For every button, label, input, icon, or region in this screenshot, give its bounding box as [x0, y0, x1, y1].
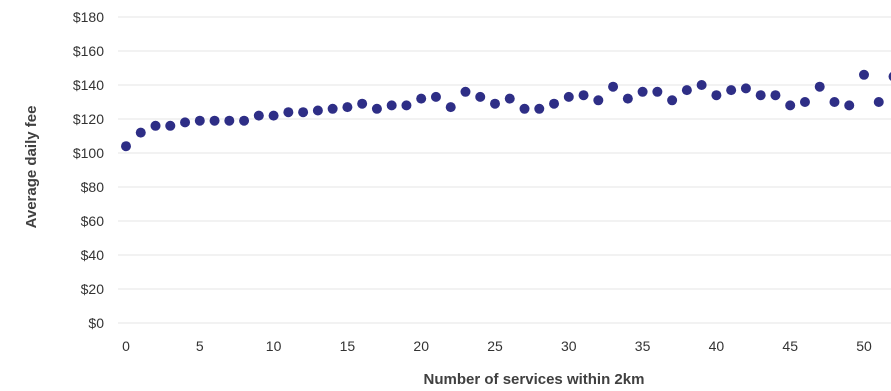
data-point	[283, 107, 294, 118]
x-tick-label: 40	[709, 338, 725, 354]
x-axis-title: Number of services within 2km	[424, 371, 645, 388]
y-tick-label: $160	[73, 43, 104, 59]
data-point	[430, 91, 441, 102]
x-axis-ticks: 0 5 10 15 20 25 30 35 40 45 50	[122, 338, 872, 354]
x-tick-label: 35	[635, 338, 651, 354]
y-tick-label: $140	[73, 77, 104, 93]
data-point	[755, 90, 766, 101]
data-point	[696, 80, 707, 90]
data-point	[622, 93, 633, 104]
data-point	[342, 102, 353, 113]
data-point	[726, 85, 737, 96]
data-point	[578, 90, 589, 101]
data-point	[121, 141, 131, 152]
data-point	[209, 115, 220, 126]
y-tick-label: $60	[81, 213, 105, 229]
x-tick-label: 10	[266, 338, 282, 354]
data-point	[814, 81, 825, 92]
data-point	[549, 98, 560, 109]
data-point	[740, 83, 751, 94]
x-tick-label: 30	[561, 338, 577, 354]
data-point	[652, 86, 663, 97]
data-point	[416, 93, 427, 104]
data-point	[371, 103, 382, 114]
gridlines	[118, 16, 891, 324]
data-point	[667, 95, 678, 106]
data-point	[194, 115, 205, 126]
data-point	[239, 115, 250, 126]
data-point	[401, 100, 412, 111]
data-point	[593, 95, 604, 106]
data-point	[859, 69, 869, 80]
data-point	[327, 103, 338, 114]
x-tick-label: 20	[413, 338, 429, 354]
y-tick-label: $20	[81, 281, 105, 297]
x-tick-label: 25	[487, 338, 503, 354]
data-point	[799, 97, 810, 107]
data-point	[844, 100, 855, 111]
data-point	[873, 97, 884, 107]
data-point	[298, 107, 309, 118]
data-point	[312, 105, 323, 116]
data-points	[121, 69, 891, 152]
data-point	[150, 120, 161, 131]
data-point	[504, 93, 515, 104]
y-tick-label: $0	[88, 315, 104, 331]
data-point	[180, 117, 191, 128]
x-tick-label: 50	[856, 338, 872, 354]
y-axis-ticks: $0 $20 $40 $60 $80 $100 $120 $140 $160 $180	[73, 9, 104, 331]
data-point	[445, 102, 456, 113]
y-tick-label: $100	[73, 145, 104, 161]
data-point	[253, 110, 264, 121]
data-point	[460, 86, 471, 97]
data-point	[829, 97, 840, 107]
x-tick-label: 45	[782, 338, 798, 354]
data-point	[785, 100, 796, 111]
data-point	[637, 86, 648, 97]
x-tick-label: 0	[122, 338, 130, 354]
data-point	[888, 72, 891, 81]
data-point	[711, 90, 722, 101]
y-tick-label: $80	[81, 179, 105, 195]
y-tick-label: $40	[81, 247, 105, 263]
x-tick-label: 5	[196, 338, 204, 354]
data-point	[224, 115, 235, 126]
data-point	[681, 85, 692, 96]
data-point	[475, 91, 486, 102]
data-point	[563, 91, 574, 102]
y-tick-label: $120	[73, 111, 104, 127]
data-point	[357, 98, 368, 109]
y-axis-title: Average daily fee	[23, 106, 40, 229]
x-tick-label: 15	[340, 338, 356, 354]
y-tick-label: $180	[73, 9, 104, 25]
data-point	[165, 120, 176, 131]
data-point	[268, 110, 279, 121]
data-point	[608, 81, 619, 92]
data-point	[519, 103, 530, 114]
data-point	[534, 103, 545, 114]
data-point	[135, 127, 146, 138]
data-point	[490, 98, 500, 109]
data-point	[386, 100, 397, 111]
data-point	[770, 90, 781, 101]
